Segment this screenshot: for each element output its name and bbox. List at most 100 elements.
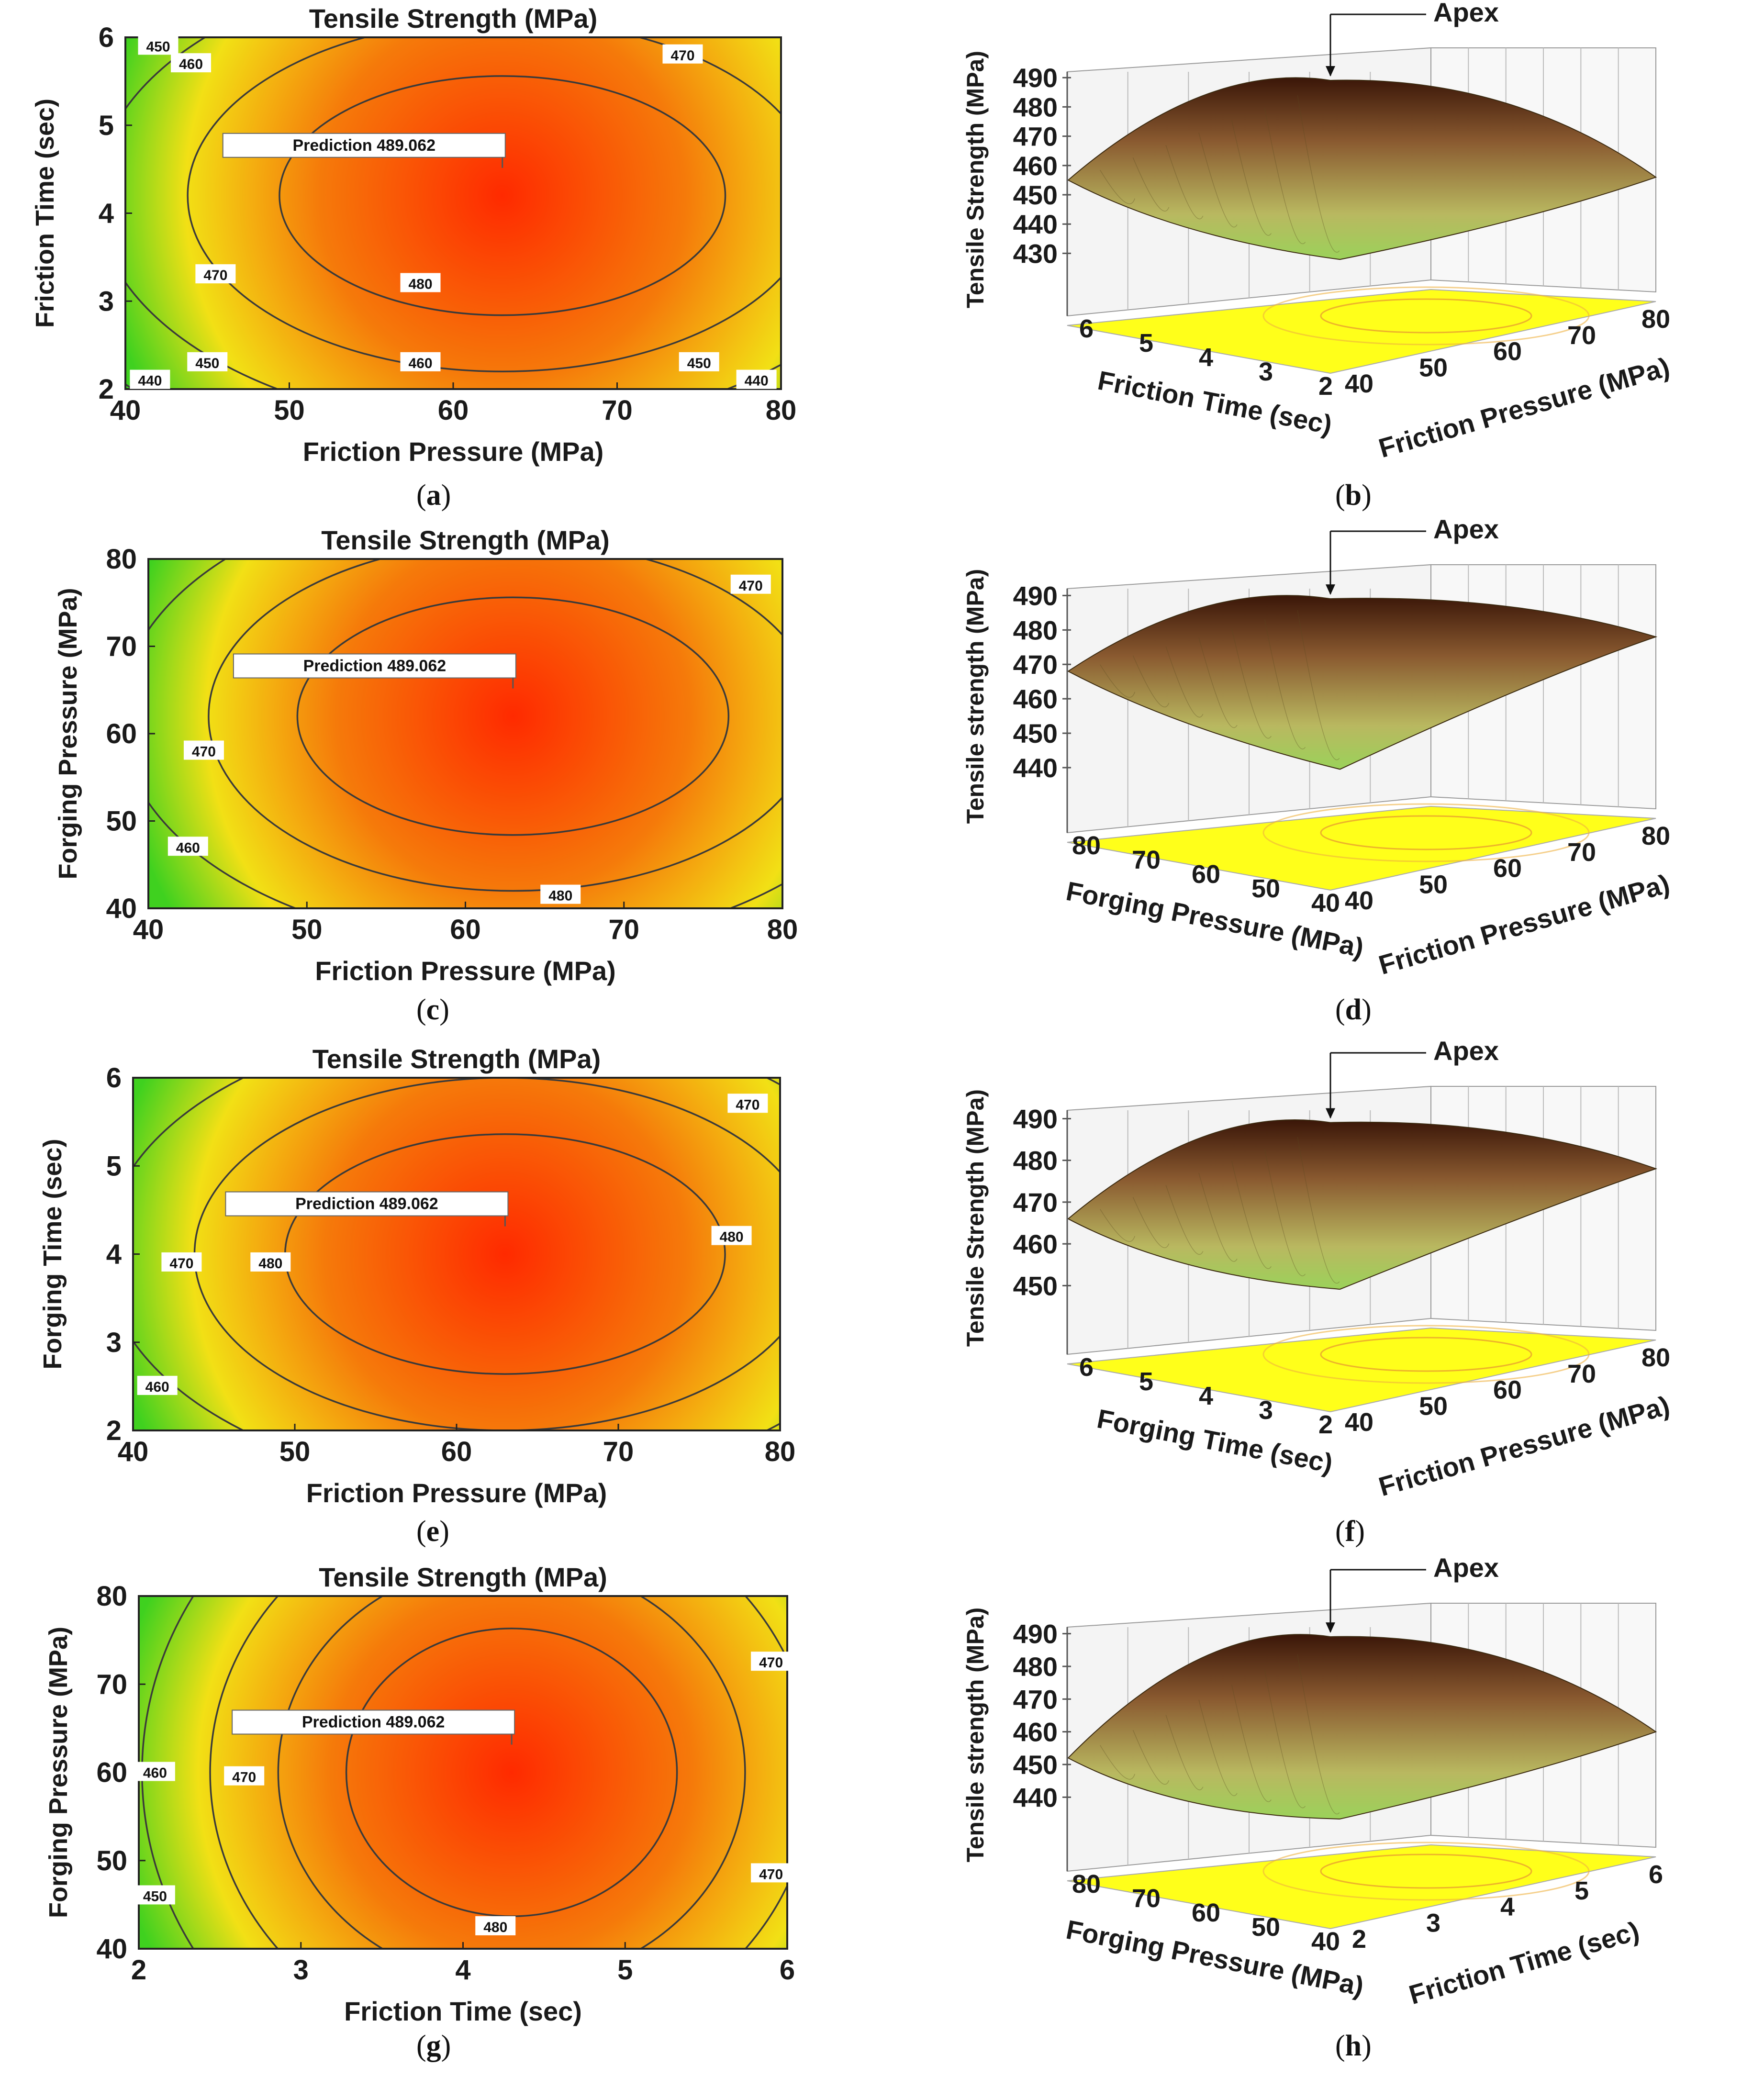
surface-mesh	[1132, 1730, 1170, 1785]
z-tick-label: 450	[1013, 1750, 1058, 1780]
x-tick-label: 50	[291, 914, 323, 945]
floor-contour	[1262, 1842, 1590, 1901]
left-axis-label: Friction Time (sec)	[1095, 365, 1335, 440]
prediction-label: Prediction 489.062	[302, 1713, 445, 1731]
contour-fill	[148, 559, 782, 908]
panel-caption: (f)	[1335, 1515, 1365, 1548]
contour-label-bg	[751, 1863, 792, 1883]
right-axis-tick: 60	[1493, 854, 1522, 883]
panel-caption: (g)	[416, 2030, 451, 2062]
contour-label-bg	[183, 740, 224, 760]
contour-label-bg	[751, 1652, 792, 1671]
right-axis-tick: 6	[1649, 1860, 1663, 1889]
contour-label: 460	[408, 356, 432, 371]
x-tick-label: 3	[293, 1954, 309, 1986]
z-tick-label: 490	[1013, 581, 1058, 611]
y-tick-label: 40	[106, 893, 137, 924]
y-tick-label: 6	[106, 1062, 122, 1094]
contour-label-bg	[400, 352, 441, 371]
surface-mesh	[1165, 145, 1204, 220]
y-tick-label: 3	[106, 1327, 122, 1358]
surface-mesh	[1264, 619, 1306, 749]
contour-label: 450	[195, 356, 219, 371]
contour-label-bg	[662, 44, 703, 64]
contour-label: 480	[548, 888, 572, 904]
y-tick-label: 5	[99, 110, 114, 141]
z-tick-label: 460	[1013, 151, 1058, 181]
left-axis-tick: 5	[1139, 329, 1153, 357]
right-axis-tick: 5	[1574, 1876, 1589, 1905]
contour-label-bg	[224, 1766, 265, 1786]
left-axis-tick: 40	[1311, 889, 1340, 917]
x-tick-label: 40	[118, 1436, 149, 1467]
contour-label-bg	[475, 1916, 516, 1935]
chart-panel-c: Tensile Strength (MPa) 40 50 60 70 80 40 50 60 70…	[54, 525, 798, 986]
z-tick-label: 440	[1013, 1782, 1058, 1812]
x-axis-label: Friction Pressure (MPa)	[306, 1478, 607, 1508]
left-axis-tick: 40	[1311, 1927, 1340, 1956]
contour-label-bg	[730, 574, 771, 594]
contour-label-bg	[134, 1885, 175, 1905]
surface-mesh	[1165, 1715, 1204, 1790]
z-tick-label: 490	[1013, 1104, 1058, 1134]
floor-contour	[1262, 1325, 1590, 1384]
z-tick-label: 460	[1013, 684, 1058, 714]
left-axis-tick: 60	[1192, 860, 1220, 889]
y-tick-label: 70	[106, 631, 137, 662]
right-axis-tick: 80	[1641, 1343, 1670, 1372]
contour-label: 450	[687, 356, 711, 371]
left-axis-tick: 80	[1072, 1870, 1101, 1898]
y-tick-label: 60	[106, 718, 137, 749]
right-axis-tick: 50	[1419, 353, 1448, 382]
y-tick-label: 2	[106, 1415, 122, 1446]
floor-plane	[1067, 289, 1656, 374]
left-axis-tick: 3	[1259, 1396, 1273, 1425]
apex-arrow	[1326, 66, 1335, 77]
contour-label-bg	[134, 1762, 175, 1781]
x-tick-label: 70	[608, 914, 639, 945]
floor-contour	[1262, 803, 1590, 862]
surface-mesh	[1100, 1745, 1135, 1780]
contour-fill	[133, 1078, 780, 1430]
contour-label: 460	[176, 840, 200, 856]
contour-label: 480	[408, 277, 432, 292]
contour-label: 480	[483, 1920, 507, 1935]
left-axis-tick: 6	[1079, 314, 1094, 343]
prediction-box	[232, 1709, 515, 1735]
contour-label: 440	[745, 373, 769, 389]
y-tick-label: 50	[96, 1845, 127, 1876]
z-tick-label: 450	[1013, 180, 1058, 210]
x-tick-label: 60	[450, 914, 481, 945]
contour-label: 470	[203, 268, 227, 283]
contour-label: 470	[759, 1866, 783, 1882]
contour-label-bg	[711, 1226, 752, 1245]
contour-label: 470	[232, 1770, 256, 1786]
apex-label: Apex	[1433, 1036, 1499, 1066]
left-axis-tick: 5	[1139, 1367, 1153, 1396]
x-tick-label: 50	[274, 395, 305, 426]
surface-mesh	[1297, 95, 1340, 253]
z-tick-label: 440	[1013, 753, 1058, 783]
contour-label-bg	[679, 352, 719, 371]
contour-line-470	[187, 37, 781, 372]
z-axis-label: Tensile Strength (MPa)	[962, 51, 989, 308]
x-tick-label: 60	[438, 395, 469, 426]
contour-label: 470	[759, 1655, 783, 1671]
x-tick-label: 40	[110, 395, 141, 426]
left-axis-tick: 3	[1259, 357, 1273, 386]
z-tick-label: 490	[1013, 63, 1058, 93]
surface-mesh	[1100, 169, 1135, 204]
right-axis-tick: 60	[1493, 337, 1522, 366]
surface-mesh	[1132, 157, 1170, 212]
surface-mesh	[1297, 610, 1340, 760]
prediction-label: Prediction 489.062	[292, 136, 435, 155]
surface-mesh	[1231, 1684, 1272, 1802]
y-tick-label: 60	[96, 1757, 127, 1788]
left-axis-tick: 4	[1199, 1382, 1213, 1410]
prediction-box	[222, 133, 506, 158]
contour-label: 440	[138, 373, 162, 389]
apex-arrow	[1326, 1622, 1335, 1633]
contour-label: 460	[143, 1765, 167, 1781]
